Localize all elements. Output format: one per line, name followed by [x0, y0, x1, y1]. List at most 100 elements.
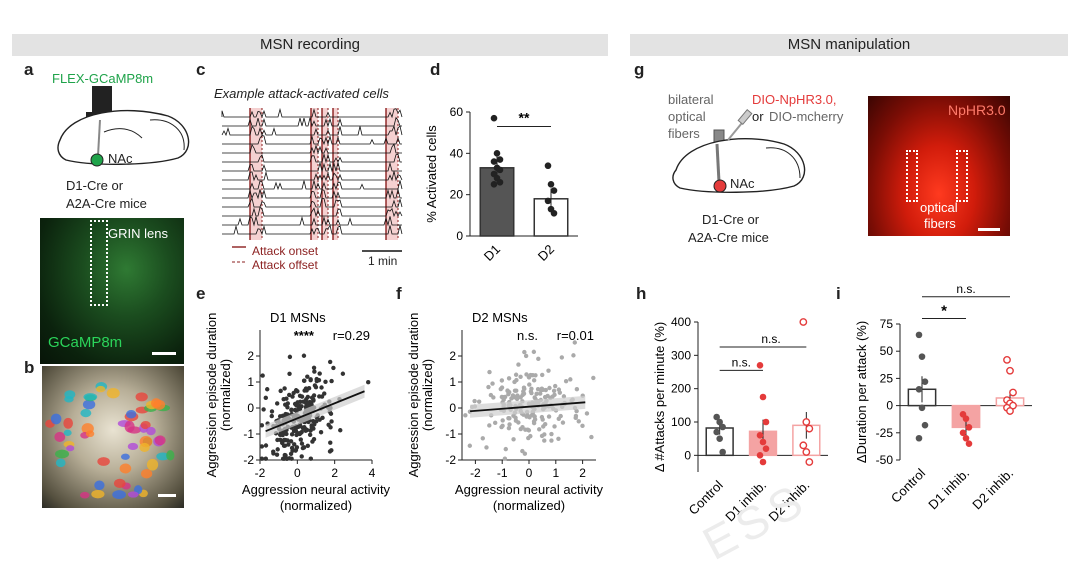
y-tick-label: 0 [449, 401, 456, 415]
stat-label: r=0.01 [557, 328, 594, 343]
data-point [329, 378, 334, 384]
cell-roi [94, 480, 105, 491]
data-point [467, 443, 473, 448]
data-point [921, 378, 929, 385]
data-point [544, 162, 552, 170]
chart-title: D1 MSNs [270, 310, 326, 325]
significance-label: n.s. [956, 282, 975, 296]
virus-label-2: DIO-mcherry [769, 109, 844, 124]
data-point [327, 359, 333, 365]
scale-bar-b [158, 494, 176, 497]
data-point [291, 390, 296, 396]
data-point [311, 436, 317, 442]
data-point [274, 452, 280, 457]
data-point [490, 114, 498, 122]
data-point [529, 390, 534, 396]
data-point [293, 448, 298, 453]
data-point [259, 444, 265, 449]
data-point [918, 353, 926, 360]
calcium-trace [222, 197, 403, 208]
x-tick-label: 1 [552, 466, 559, 480]
data-point [493, 150, 501, 157]
data-point [287, 371, 292, 376]
scale-bar-label-c: 1 min [368, 254, 398, 268]
data-point [713, 428, 720, 436]
data-point [328, 440, 333, 445]
data-point [551, 388, 557, 394]
data-point [915, 434, 923, 442]
data-point [719, 448, 726, 456]
data-point [296, 406, 301, 412]
data-point [802, 418, 811, 426]
region-label-a: NAc [108, 151, 133, 166]
data-point [589, 434, 594, 440]
mice-label-a1: D1-Cre or [66, 178, 124, 193]
fiber-tract-right [956, 150, 968, 202]
cell-map-rois [45, 382, 175, 500]
data-point [1003, 356, 1011, 364]
x-tick-label: 4 [369, 466, 376, 480]
data-point [915, 331, 923, 339]
calcium-traces [221, 107, 403, 263]
data-point [584, 411, 590, 416]
data-point [544, 197, 552, 205]
data-point [484, 445, 489, 450]
data-point [965, 424, 973, 431]
data-point [527, 415, 532, 420]
data-point [506, 376, 512, 381]
data-point [493, 174, 501, 182]
cell-roi [135, 392, 148, 402]
data-point [550, 394, 555, 399]
y-tick-label: 100 [671, 415, 691, 429]
data-point [521, 385, 527, 390]
cell-roi [80, 409, 92, 418]
cell-roi [95, 385, 106, 393]
y-axis-label: Δ #Attacks per minute (%) [652, 322, 667, 472]
data-point [296, 431, 301, 436]
data-point [499, 385, 505, 390]
data-point [263, 456, 269, 461]
panel-label-f: f [396, 284, 402, 303]
data-point [539, 386, 545, 391]
data-point [287, 392, 292, 398]
data-point [260, 373, 265, 378]
data-point [518, 395, 523, 400]
x-axis-label-2: (normalized) [280, 498, 352, 513]
data-point [799, 318, 808, 326]
data-point [496, 156, 504, 163]
cell-roi [82, 399, 96, 410]
data-point [506, 391, 511, 397]
data-point [284, 456, 290, 461]
data-point [962, 415, 970, 422]
data-point [550, 209, 558, 217]
data-point [756, 452, 764, 459]
stat-label: r=0.29 [333, 328, 370, 343]
y-axis-label-2: (normalized) [218, 359, 233, 431]
fit-line [469, 401, 586, 413]
cell-roi [91, 489, 105, 499]
data-point [492, 420, 498, 426]
data-point [290, 394, 295, 399]
data-point [716, 435, 723, 442]
lens-label: GRIN lens [108, 226, 168, 241]
data-point [472, 398, 477, 404]
cell-roi [141, 468, 153, 479]
data-point [329, 448, 334, 453]
cell-roi [150, 398, 162, 409]
cell-roi [64, 390, 76, 399]
data-point [340, 371, 346, 376]
panel-label-g: g [634, 60, 645, 79]
data-point [719, 423, 726, 431]
data-point [265, 387, 270, 392]
data-point [259, 423, 265, 428]
data-point [539, 433, 545, 439]
data-point [490, 381, 495, 386]
data-point [542, 438, 547, 443]
panel-label-e: e [196, 284, 206, 303]
cell-roi [127, 442, 139, 451]
significance-label: n.s. [732, 355, 751, 369]
data-point [312, 422, 317, 427]
data-point [540, 372, 545, 378]
data-point [282, 386, 287, 391]
cell-roi [139, 442, 150, 452]
